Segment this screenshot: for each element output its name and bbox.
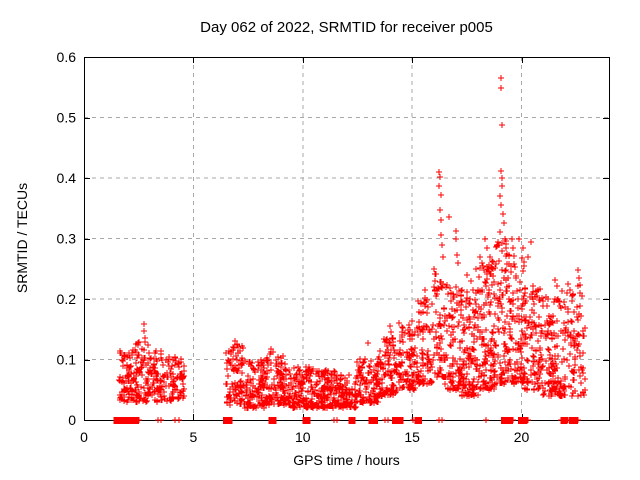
x-axis-label: GPS time / hours <box>293 452 400 468</box>
svg-text:0: 0 <box>80 429 88 445</box>
svg-text:15: 15 <box>404 429 420 445</box>
svg-text:10: 10 <box>295 429 311 445</box>
svg-text:0.1: 0.1 <box>57 352 77 368</box>
svg-text:0: 0 <box>68 412 76 428</box>
chart-title: Day 062 of 2022, SRMTID for receiver p00… <box>200 19 493 36</box>
svg-text:0.4: 0.4 <box>57 170 77 186</box>
axis-tick-labels: 0 5 10 15 20 0 0.1 0.2 0.3 0.4 0.5 0.6 <box>57 49 530 445</box>
zero-value-markers <box>113 417 581 424</box>
svg-text:5: 5 <box>189 429 197 445</box>
scatter-data-points <box>116 75 588 411</box>
svg-text:0.5: 0.5 <box>57 110 77 126</box>
svg-text:20: 20 <box>514 429 530 445</box>
svg-text:0.2: 0.2 <box>57 291 77 307</box>
svg-text:0.3: 0.3 <box>57 231 77 247</box>
svg-text:0.6: 0.6 <box>57 49 77 65</box>
